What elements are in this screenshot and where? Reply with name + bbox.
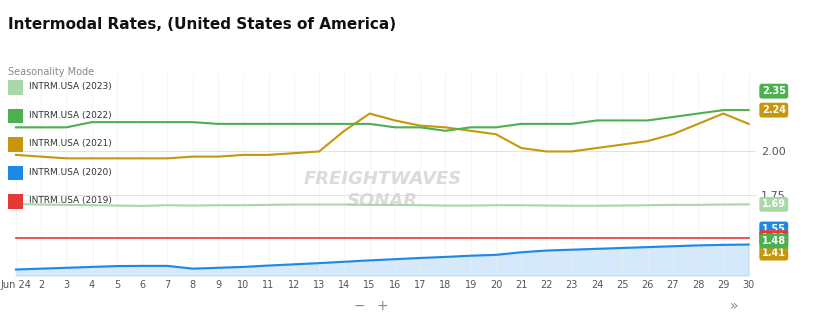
Text: INTRM.USA (2019): INTRM.USA (2019) (29, 197, 112, 205)
Text: INTRM.USA (2020): INTRM.USA (2020) (29, 168, 112, 177)
Text: Intermodal Rates, (United States of America): Intermodal Rates, (United States of Amer… (8, 17, 396, 32)
Text: 2.35: 2.35 (762, 86, 786, 96)
Text: 1.48: 1.48 (762, 236, 786, 246)
Text: SONAR: SONAR (347, 192, 418, 210)
Text: Seasonality Mode: Seasonality Mode (8, 67, 95, 77)
Text: 1.33: 1.33 (762, 233, 786, 243)
Text: INTRM.USA (2021): INTRM.USA (2021) (29, 139, 112, 148)
Text: »: » (730, 299, 738, 313)
Text: 1.41: 1.41 (762, 248, 786, 258)
Text: −: − (354, 299, 366, 313)
Text: 1.69: 1.69 (762, 199, 786, 209)
Text: 2.24: 2.24 (762, 105, 786, 115)
Text: INTRM.USA (2023): INTRM.USA (2023) (29, 82, 112, 91)
Text: 1.55: 1.55 (762, 224, 786, 234)
Text: +: + (376, 299, 388, 313)
Text: INTRM.USA (2022): INTRM.USA (2022) (29, 111, 111, 120)
Text: FREIGHTWAVES: FREIGHTWAVES (303, 170, 461, 188)
